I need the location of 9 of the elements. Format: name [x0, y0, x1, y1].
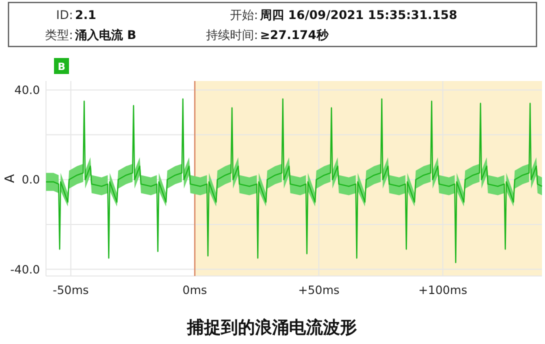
y-tick-label: -40.0 — [10, 262, 40, 276]
x-tick-label: +50ms — [298, 283, 340, 297]
y-tick-label: 0.0 — [22, 172, 40, 187]
x-tick-label: +100ms — [418, 283, 468, 297]
x-tick-label: -50ms — [52, 283, 89, 297]
y-axis-title: A — [3, 174, 18, 183]
x-tick-label: 0ms — [182, 283, 208, 297]
y-tick-label: 40.0 — [14, 82, 40, 97]
text: 捕捉到的浪涌电流波形 — [186, 318, 357, 338]
